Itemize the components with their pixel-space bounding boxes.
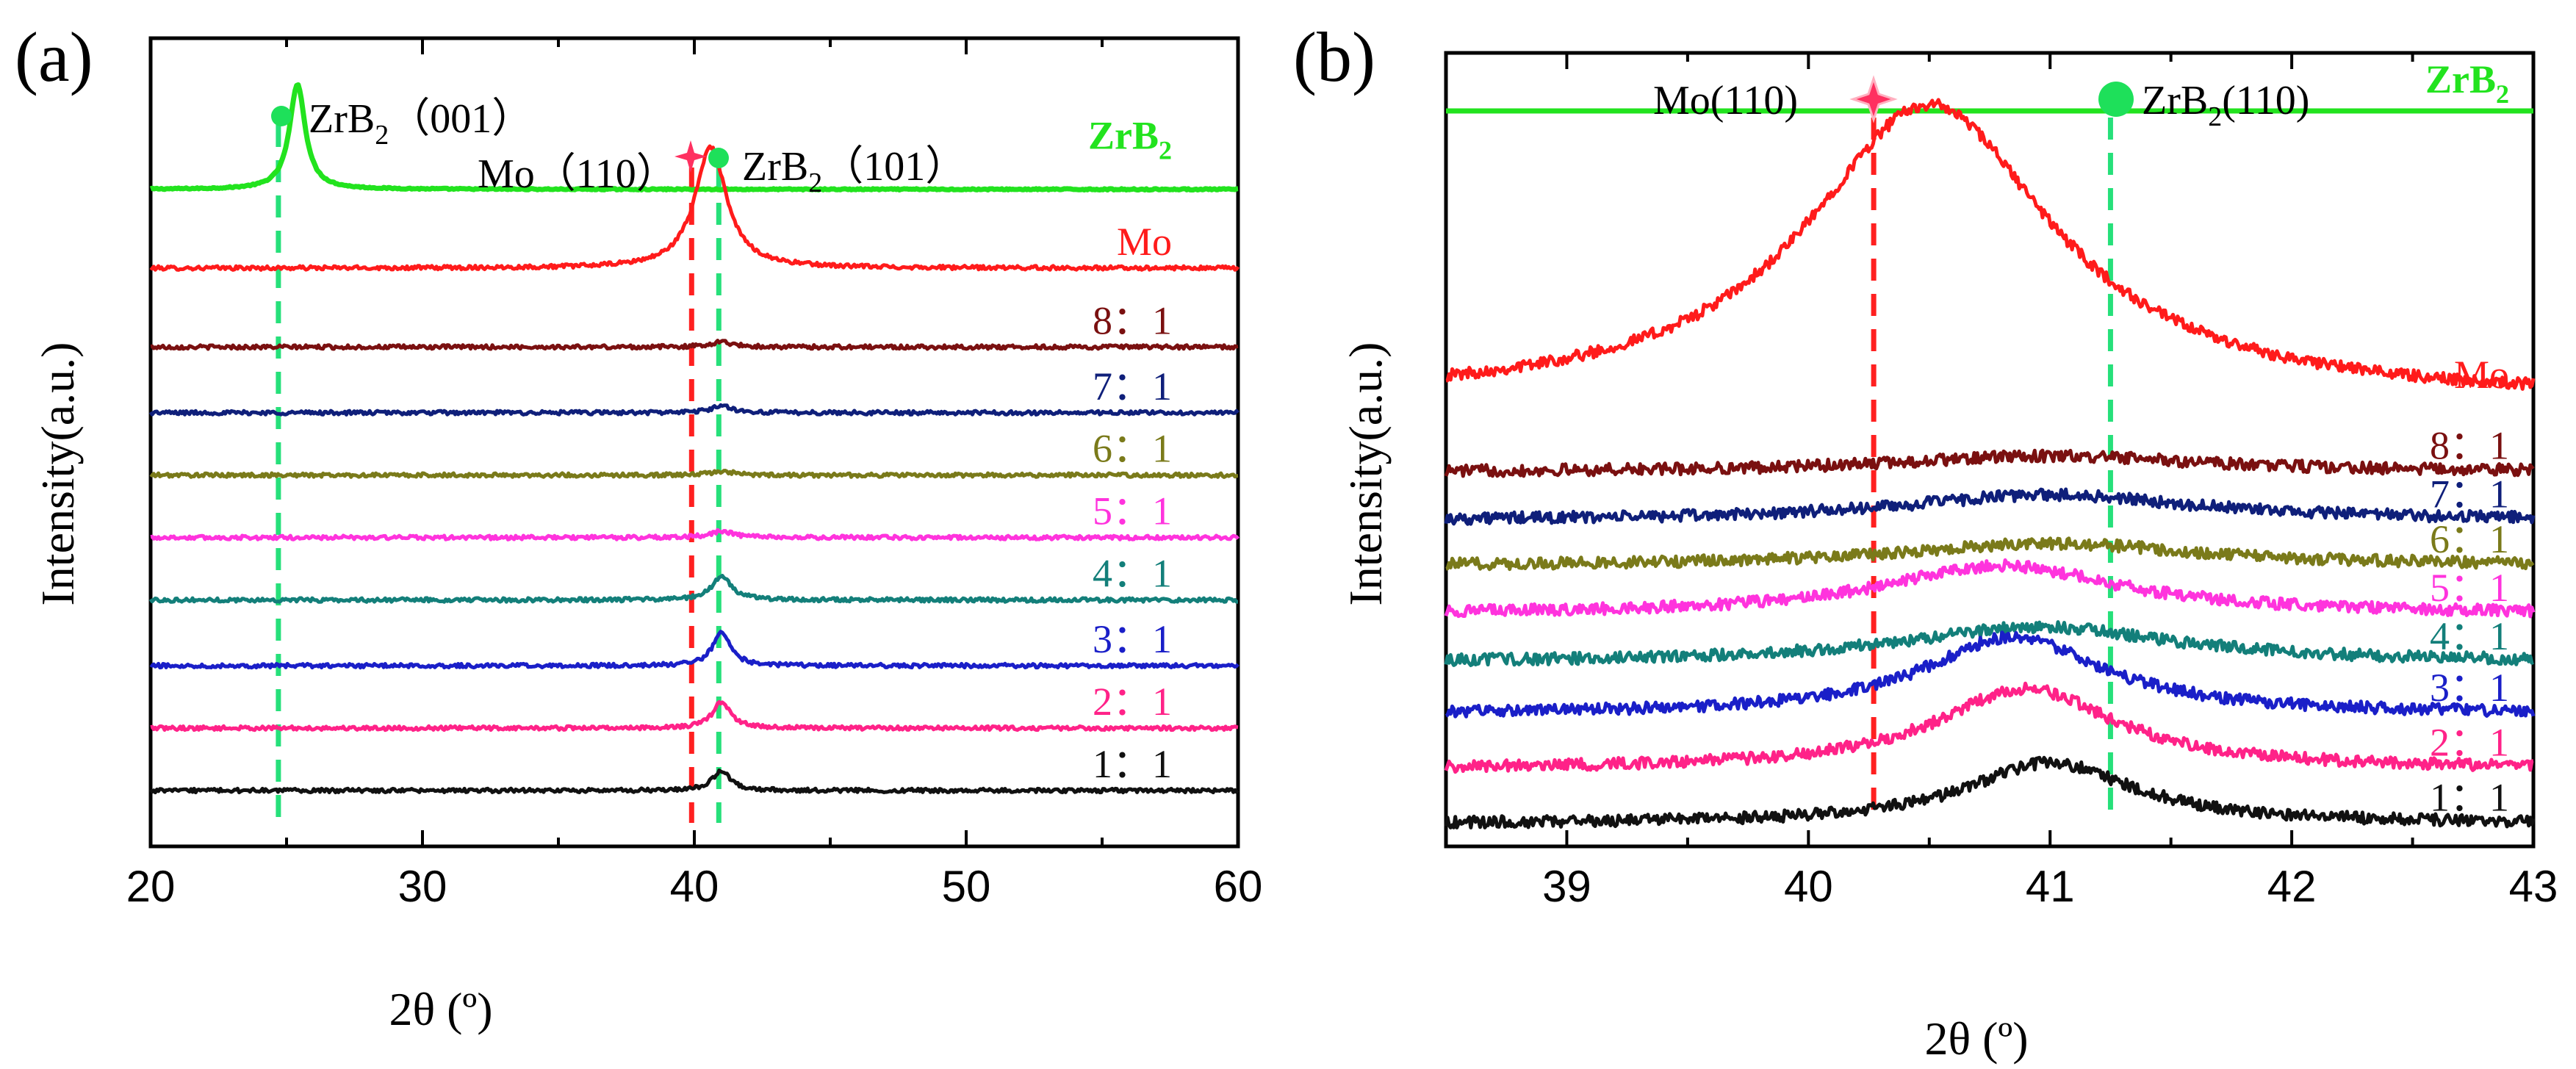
x-tick-label: 40 — [670, 862, 719, 911]
x-tick-label: 30 — [398, 862, 447, 911]
panel-a-annotation-zrb2-101: ZrB2（101） — [708, 144, 966, 198]
series-label-5-to-1: 5：1 — [1093, 489, 1172, 533]
series-line-2-to-1 — [150, 699, 1239, 733]
series-label-mo: Mo — [2454, 353, 2509, 397]
series-label-6-to-1: 6：1 — [1093, 427, 1172, 471]
zrb2-101-circle-icon — [708, 148, 729, 168]
series-line-3-to-1 — [149, 630, 1240, 670]
panel-a-series-group: ZrB2 Mo 8：1 7：1 6：1 5：1 4：1 3：1 2：1 1：1 — [148, 82, 1240, 795]
x-tick-label: 43 — [2509, 862, 2558, 911]
series-label-4-to-1: 4：1 — [1093, 552, 1172, 596]
panel-b-x-axis-label: 2θ (º) — [1924, 1012, 2028, 1065]
panel-a-x-axis-label: 2θ (º) — [389, 983, 492, 1035]
series-label-1-to-1: 1：1 — [1093, 742, 1172, 786]
series-label-6-to-1: 6：1 — [2430, 517, 2509, 561]
panel-b-annotation-zrb2-110: ZrB2(110) — [2098, 78, 2309, 132]
panel-b-plot-frame — [1444, 51, 2536, 849]
series-label-2-to-1: 2：1 — [1093, 680, 1172, 724]
panel-b-letter: (b) — [1293, 18, 1375, 96]
panel-a: (a) Intensity(a.u.) 2θ (º) ZrB2 Mo 8：1 7：1 6… — [15, 18, 1262, 1035]
series-line-4-to-1 — [148, 574, 1239, 604]
x-tick-label: 60 — [1214, 862, 1263, 911]
x-tick-label: 40 — [1784, 862, 1833, 911]
panel-b-annotation-mo-110: Mo(110) — [1653, 75, 1898, 123]
series-label-7-to-1: 7：1 — [1093, 364, 1172, 408]
panel-a-annotations: ZrB2（001） Mo（110） ZrB2（101） — [271, 96, 966, 198]
zrb2-101-label: ZrB2（101） — [742, 144, 966, 198]
panel-a-annotation-mo-110: Mo（110） — [478, 140, 707, 197]
series-label-8-to-1: 8：1 — [2430, 424, 2509, 468]
series-line-2-to-1 — [1444, 681, 2534, 774]
series-line-6-to-1 — [1445, 536, 2535, 572]
series-label-7-to-1: 7：1 — [2430, 472, 2509, 516]
panel-b: (b) Intensity(a.u.) 2θ (º) ZrB2 Mo 8：17：16… — [1293, 18, 2558, 1065]
series-line-zrb2 — [149, 82, 1240, 193]
series-label-4-to-1: 4：1 — [2430, 614, 2509, 658]
series-line-mo — [149, 144, 1240, 272]
series-line-7-to-1 — [1444, 487, 2536, 526]
series-label-1-to-1: 1：1 — [2430, 775, 2509, 819]
series-label-zrb2: ZrB2 — [2425, 57, 2509, 109]
x-tick-label: 20 — [126, 862, 176, 911]
series-line-6-to-1 — [149, 469, 1239, 479]
b-mo-110-label: Mo(110) — [1653, 78, 1798, 123]
series-line-1-to-1 — [148, 769, 1240, 795]
panel-b-annotations: Mo(110) ZrB2(110) — [1653, 75, 2309, 132]
panel-a-y-axis-label: Intensity(a.u.) — [32, 342, 84, 606]
panel-b-series-group: ZrB2 Mo 8：17：16：1 5：14：1 3：1 2：1 1：1 — [1444, 57, 2536, 829]
x-tick-label: 50 — [942, 862, 991, 911]
series-label-2-to-1: 2：1 — [2430, 721, 2509, 765]
series-label-3-to-1: 3：1 — [1093, 617, 1172, 661]
series-label-5-to-1: 5：1 — [2430, 566, 2509, 610]
panel-a-annotation-zrb2-001: ZrB2（001） — [271, 96, 533, 151]
panel-a-letter: (a) — [15, 18, 93, 96]
zrb2-001-circle-icon — [271, 106, 292, 126]
series-label-zrb2: ZrB2 — [1088, 114, 1172, 165]
series-line-mo — [1445, 98, 2536, 391]
series-line-8-to-1 — [1444, 448, 2535, 478]
b-zrb2-110-circle-icon — [2098, 82, 2134, 117]
panel-b-x-ticks: 39 40 41 42 43 — [1444, 53, 2558, 911]
series-label-8-to-1: 8：1 — [1093, 298, 1172, 342]
b-mo-110-star-icon — [1849, 75, 1898, 123]
series-label-3-to-1: 3：1 — [2430, 666, 2509, 710]
panel-b-y-axis-label: Intensity(a.u.) — [1339, 342, 1392, 606]
series-line-1-to-1 — [1444, 755, 2536, 829]
x-tick-label: 39 — [1542, 862, 1591, 911]
x-tick-label: 42 — [2267, 862, 2317, 911]
series-line-7-to-1 — [148, 403, 1240, 417]
panel-a-x-ticks: 20 30 40 50 60 — [126, 38, 1263, 911]
series-label-mo: Mo — [1117, 220, 1172, 264]
series-line-5-to-1 — [1444, 558, 2536, 619]
series-line-3-to-1 — [1444, 630, 2536, 719]
series-line-5-to-1 — [150, 528, 1240, 541]
x-tick-label: 41 — [2026, 862, 2075, 911]
b-zrb2-110-label: ZrB2(110) — [2142, 78, 2309, 132]
series-line-4-to-1 — [1444, 620, 2534, 667]
series-line-8-to-1 — [150, 339, 1239, 351]
mo-110-label: Mo（110） — [478, 151, 677, 197]
mo-110-star-icon — [674, 140, 707, 173]
panel-b-reference-lines — [1871, 118, 2113, 823]
panel-a-reference-lines — [276, 125, 722, 823]
zrb2-001-label: ZrB2（001） — [309, 96, 533, 151]
